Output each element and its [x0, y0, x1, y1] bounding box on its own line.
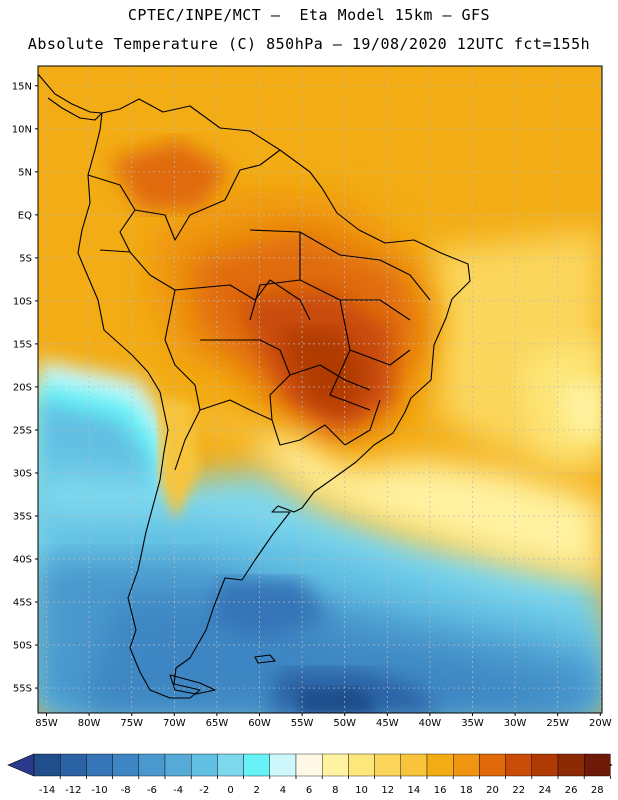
lon-label: 25W	[546, 718, 569, 729]
colorbar: -14 -12 -10 -8 -6 -4 -2 0 2 4 6 8 10 12 14 16 18 20 22 24 26…	[7, 753, 613, 796]
colorbar-label: 28	[591, 785, 604, 796]
colorbar-label: 12	[381, 785, 394, 796]
colorbar-swatch	[295, 753, 323, 777]
lon-label: 20W	[589, 718, 612, 729]
colorbar-label: 18	[460, 785, 473, 796]
lat-label: 15S	[13, 339, 32, 350]
colorbar-label: -2	[199, 785, 209, 796]
colorbar-label: 24	[539, 785, 552, 796]
lat-label: 10N	[12, 124, 32, 135]
lat-label: 45S	[13, 598, 32, 609]
colorbar-label: -6	[147, 785, 157, 796]
central-america	[37, 73, 103, 121]
lat-label: 5S	[19, 253, 32, 264]
colorbar-swatch	[584, 753, 611, 777]
colorbar-swatch	[217, 753, 244, 777]
colorbar-label: 14	[408, 785, 421, 796]
colorbar-label: -14	[39, 785, 55, 796]
colorbar-label: -8	[121, 785, 131, 796]
lat-label: 20S	[13, 382, 32, 393]
colorbar-swatch	[374, 753, 402, 777]
south-america-coast	[77, 98, 471, 699]
colorbar-label: 8	[332, 785, 338, 796]
colorbar-swatch	[531, 753, 559, 777]
colorbar-swatch	[60, 753, 87, 777]
lat-label: EQ	[18, 210, 32, 221]
colorbar-swatch	[33, 753, 61, 777]
lat-label: 40S	[13, 554, 32, 565]
colorbar-swatch	[479, 753, 506, 777]
colorbar-swatch	[453, 753, 480, 777]
lon-label: 55W	[291, 718, 314, 729]
colorbar-label: 10	[355, 785, 368, 796]
lat-label: 10S	[13, 296, 32, 307]
colorbar-label: 6	[306, 785, 312, 796]
colorbar-under-arrow	[7, 753, 35, 777]
lat-label: 15N	[12, 81, 32, 92]
colorbar-label: 22	[512, 785, 525, 796]
borders-north	[87, 149, 311, 341]
lat-lon-grid	[38, 66, 602, 713]
lon-label: 80W	[78, 718, 101, 729]
lon-label: 40W	[419, 718, 442, 729]
lon-label: 85W	[35, 718, 58, 729]
colorbar-swatch	[426, 753, 454, 777]
lat-label: 55S	[13, 684, 32, 695]
lat-label: 5N	[18, 167, 32, 178]
colorbar-swatch	[190, 753, 218, 777]
state-lines	[249, 229, 431, 411]
colorbar-label: -10	[91, 785, 107, 796]
falklands	[254, 654, 276, 664]
colorbar-label: 26	[565, 785, 578, 796]
colorbar-swatch	[557, 753, 585, 777]
colorbar-swatch	[400, 753, 428, 777]
coastline-borders	[37, 73, 471, 699]
colorbar-swatch	[243, 753, 271, 777]
lon-label: 70W	[163, 718, 186, 729]
colorbar-swatch	[86, 753, 113, 777]
lat-label: 25S	[13, 425, 32, 436]
lon-label: 30W	[504, 718, 527, 729]
colorbar-swatch	[164, 753, 192, 777]
lat-label: 35S	[13, 511, 32, 522]
colorbar-label: 4	[280, 785, 286, 796]
colorbar-label: 2	[254, 785, 260, 796]
title-line-1: CPTEC/INPE/MCT — Eta Model 15km — GFS	[127, 6, 491, 24]
colorbar-swatch	[269, 753, 297, 777]
lon-label: 50W	[333, 718, 356, 729]
lon-label: 65W	[206, 718, 229, 729]
map-frame	[37, 65, 603, 714]
tierra-del-fuego	[169, 674, 216, 695]
colorbar-label: -4	[173, 785, 183, 796]
colorbar-label: 16	[434, 785, 447, 796]
lat-label: 30S	[13, 468, 32, 479]
lat-label: 50S	[13, 641, 32, 652]
colorbar-swatch	[112, 753, 139, 777]
colorbar-swatch	[505, 753, 533, 777]
title-line-2: Absolute Temperature (C) 850hPa — 19/08/…	[27, 35, 591, 53]
temperature-field	[38, 66, 602, 713]
colorbar-label: 20	[486, 785, 499, 796]
lon-label: 60W	[248, 718, 271, 729]
lon-label: 75W	[120, 718, 143, 729]
colorbar-swatch	[138, 753, 166, 777]
colorbar-label: 0	[227, 785, 233, 796]
lon-label: 35W	[461, 718, 484, 729]
lon-label: 45W	[376, 718, 399, 729]
colorbar-swatch	[322, 753, 349, 777]
colorbar-label: -12	[65, 785, 81, 796]
axis-labels: 15N 10N 5N EQ 5S 10S 15S 20S 25S 30S 35S 40S 45S 50S 5…	[12, 81, 612, 729]
colorbar-swatch	[348, 753, 375, 777]
borders-south	[164, 339, 381, 471]
